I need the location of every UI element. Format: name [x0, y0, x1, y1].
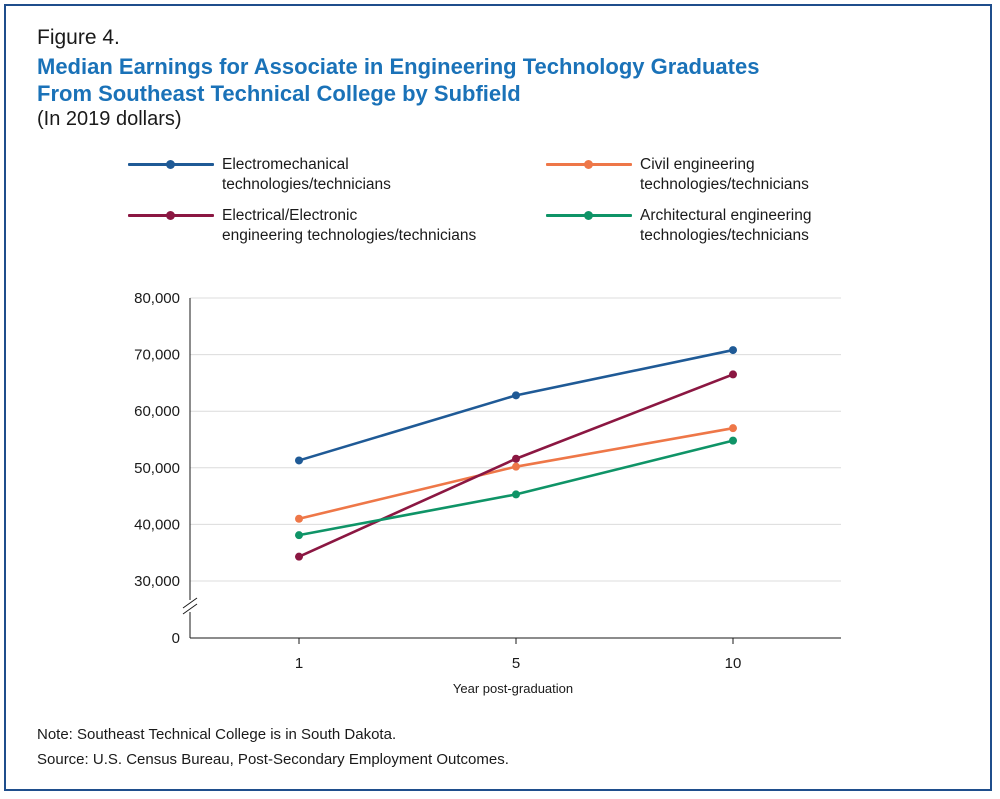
x-axis-title: Year post-graduation	[453, 681, 573, 696]
y-tick-label: 30,000	[134, 573, 180, 590]
figure-label: Figure 4.	[37, 26, 120, 49]
legend-marker	[166, 211, 175, 220]
legend-swatch	[128, 155, 214, 175]
data-point	[729, 370, 737, 379]
legend-marker	[584, 160, 593, 169]
y-tick-label: 40,000	[134, 516, 180, 533]
x-tick-label: 5	[512, 655, 520, 672]
x-tick-label: 1	[295, 655, 303, 672]
figure-frame	[4, 4, 992, 791]
legend-swatch	[128, 206, 214, 226]
data-point	[512, 454, 520, 463]
legend-item-electrical: Electrical/Electronic engineering techno…	[128, 206, 542, 246]
y-tick-label: 60,000	[134, 403, 180, 420]
legend-label-line: engineering technologies/technicians	[222, 227, 477, 244]
y-tick-label: 70,000	[134, 347, 180, 364]
data-point	[512, 462, 520, 471]
legend-item-civil: Civil engineering technologies/technicia…	[546, 155, 960, 195]
legend-label-line: technologies/technicians	[222, 176, 391, 193]
legend-swatch	[546, 206, 632, 226]
legend-label: Architectural engineering technologies/t…	[640, 206, 960, 246]
data-point	[512, 391, 520, 400]
data-point	[295, 552, 303, 561]
legend-label-line: technologies/technicians	[640, 176, 809, 193]
y-tick-label: 50,000	[134, 460, 180, 477]
data-point	[295, 514, 303, 523]
y-tick-label: 80,000	[134, 290, 180, 307]
chart-title: Median Earnings for Associate in Enginee…	[37, 53, 937, 107]
axis-break-mark	[182, 597, 198, 609]
chart-title-line-2: From Southeast Technical College by Subf…	[37, 81, 521, 106]
x-tick-label: 10	[725, 655, 742, 672]
legend-marker	[584, 211, 593, 220]
data-points	[295, 346, 737, 561]
legend-label-line: Electrical/Electronic	[222, 207, 358, 224]
chart-subtitle: (In 2019 dollars)	[37, 108, 182, 130]
axis-break-mark	[182, 603, 198, 615]
source-text: Source: U.S. Census Bureau, Post-Seconda…	[37, 751, 509, 768]
legend-label-line: Electromechanical	[222, 156, 349, 173]
notes: Note: Southeast Technical College is in …	[37, 722, 509, 772]
legend-label: Electrical/Electronic engineering techno…	[222, 206, 542, 246]
note-text: Note: Southeast Technical College is in …	[37, 726, 397, 743]
axes	[182, 298, 841, 644]
data-point	[512, 490, 520, 499]
grid-lines	[190, 297, 841, 582]
data-point	[295, 531, 303, 540]
legend-item-electromechanical: Electromechanical technologies/technicia…	[128, 155, 542, 195]
series-lines	[298, 348, 734, 558]
chart-title-line-1: Median Earnings for Associate in Enginee…	[37, 54, 760, 79]
legend-marker	[166, 160, 175, 169]
series-line	[298, 348, 734, 462]
legend-label: Electromechanical technologies/technicia…	[222, 155, 542, 195]
legend-item-architectural: Architectural engineering technologies/t…	[546, 206, 960, 246]
y-tick-label: 0	[172, 630, 180, 647]
legend-label: Civil engineering technologies/technicia…	[640, 155, 960, 195]
legend-label-line: Architectural engineering	[640, 207, 812, 224]
legend-swatch	[546, 155, 632, 175]
legend-label-line: Civil engineering	[640, 156, 755, 173]
legend-label-line: technologies/technicians	[640, 227, 809, 244]
data-point	[729, 346, 737, 355]
data-point	[729, 436, 737, 445]
data-point	[729, 424, 737, 433]
data-point	[295, 456, 303, 465]
tick-labels: 0 30,000 40,000 50,000 60,000 70,000 80,000 1 5 1…	[134, 290, 741, 696]
